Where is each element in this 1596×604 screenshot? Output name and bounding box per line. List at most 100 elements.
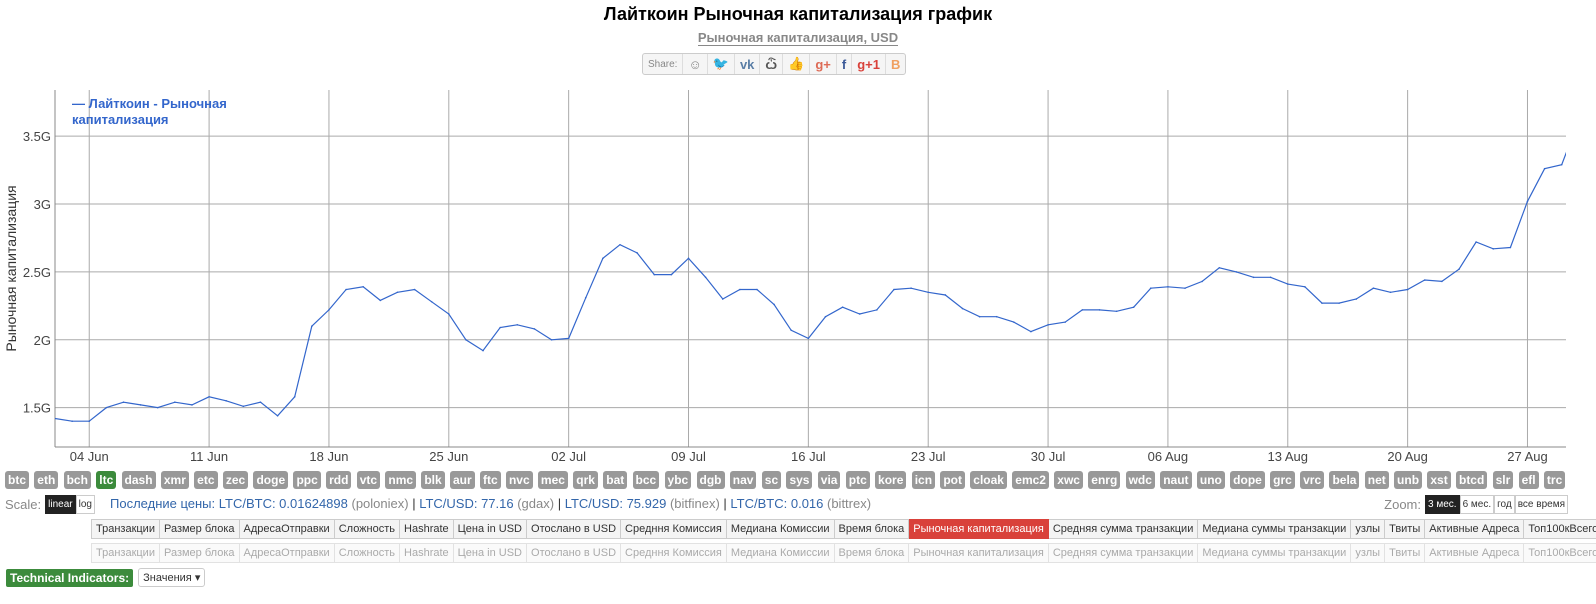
tab-цена-in-usd[interactable]: Цена in USD (453, 543, 528, 563)
coin-button-xst[interactable]: xst (1427, 471, 1451, 489)
coin-button-doge[interactable]: doge (253, 471, 289, 489)
tab-медиана-комиссии[interactable]: Медиана Комиссии (726, 519, 835, 539)
coin-button-btcd[interactable]: btcd (1455, 471, 1488, 489)
coin-button-xmr[interactable]: xmr (160, 471, 189, 489)
coin-button-wdc[interactable]: wdc (1125, 471, 1155, 489)
legend-item[interactable]: — Лайткоин - Рыночная капитализация (72, 96, 272, 128)
coin-button-uno[interactable]: uno (1196, 471, 1225, 489)
tab-медиана-суммы-транзакции[interactable]: Медиана суммы транзакции (1198, 543, 1352, 563)
subtitle-link[interactable]: Рыночная капитализация, USD (697, 30, 899, 46)
coin-button-efl[interactable]: efl (1518, 471, 1539, 489)
coin-button-grc[interactable]: grc (1270, 471, 1295, 489)
tab-транзакции[interactable]: Транзакции (91, 519, 160, 539)
coin-button-naut[interactable]: naut (1160, 471, 1192, 489)
chart-subtitle[interactable]: Рыночная капитализация, USD (0, 29, 1596, 47)
coin-button-pot[interactable]: pot (940, 471, 965, 489)
google-plus-one-icon[interactable]: g+1 (851, 54, 885, 74)
tab-средняя-сумма-транзакции[interactable]: Средняя сумма транзакции (1048, 519, 1199, 539)
coin-button-net[interactable]: net (1364, 471, 1389, 489)
google-plus-icon[interactable]: g+ (809, 54, 836, 74)
vk-icon[interactable]: vk (733, 54, 759, 74)
tab-активные-адреса[interactable]: Активные Адреса (1425, 519, 1525, 539)
tab-hashrate[interactable]: Hashrate (400, 543, 454, 563)
coin-button-qrk[interactable]: qrk (573, 471, 598, 489)
coin-button-enrg[interactable]: enrg (1088, 471, 1121, 489)
coin-button-ftc[interactable]: ftc (479, 471, 501, 489)
reddit-icon[interactable]: ☺ (682, 54, 706, 74)
coin-button-rdd[interactable]: rdd (326, 471, 352, 489)
tab-время-блока[interactable]: Время блока (834, 519, 910, 539)
coin-button-ppc[interactable]: ppc (293, 471, 321, 489)
tab-hashrate[interactable]: Hashrate (400, 519, 454, 539)
coin-button-eth[interactable]: eth (34, 471, 59, 489)
tab-транзакции[interactable]: Транзакции (91, 543, 160, 563)
coin-button-unb[interactable]: unb (1394, 471, 1423, 489)
tab-узлы[interactable]: узлы (1351, 519, 1386, 539)
tab-рыночная-капитализация[interactable]: Рыночная капитализация (909, 519, 1049, 539)
coin-button-blk[interactable]: blk (421, 471, 445, 489)
coin-button-xwc[interactable]: xwc (1054, 471, 1083, 489)
tab-средння-комиссия[interactable]: Средння Комиссия (621, 519, 727, 539)
tab-топ100квсего[interactable]: Топ100кВсего (1524, 519, 1596, 539)
tab-твиты[interactable]: Твиты (1385, 519, 1426, 539)
tab-средняя-сумма-транзакции[interactable]: Средняя сумма транзакции (1048, 543, 1199, 563)
tab-размер-блока[interactable]: Размер блока (159, 519, 240, 539)
coin-button-cloak[interactable]: cloak (970, 471, 1007, 489)
tab-время-блока[interactable]: Время блока (834, 543, 910, 563)
blogger-icon[interactable]: B (884, 54, 905, 74)
tab-сложность[interactable]: Сложность (334, 543, 401, 563)
coin-button-vtc[interactable]: vtc (356, 471, 381, 489)
coin-button-icn[interactable]: icn (911, 471, 936, 489)
facebook-icon[interactable]: f (835, 54, 851, 74)
coin-button-emc2[interactable]: emc2 (1012, 471, 1049, 489)
tab-цена-in-usd[interactable]: Цена in USD (453, 519, 528, 539)
tab-узлы[interactable]: узлы (1351, 543, 1386, 563)
coin-button-ptc[interactable]: ptc (845, 471, 870, 489)
coin-button-zec[interactable]: zec (222, 471, 249, 489)
coin-button-slr[interactable]: slr (1492, 471, 1514, 489)
coin-button-ybc[interactable]: ybc (664, 471, 692, 489)
tab-средння-комиссия[interactable]: Средння Комиссия (621, 543, 727, 563)
coin-button-mec[interactable]: mec (537, 471, 568, 489)
coin-button-bela[interactable]: bela (1329, 471, 1360, 489)
coin-button-sys[interactable]: sys (786, 471, 813, 489)
coin-button-btc[interactable]: btc (5, 471, 29, 489)
coin-button-via[interactable]: via (817, 471, 841, 489)
weibo-icon[interactable]: ѽ (759, 54, 782, 74)
coin-button-trc[interactable]: trc (1543, 471, 1566, 489)
tab-размер-блока[interactable]: Размер блока (159, 543, 240, 563)
tab-топ100квсего[interactable]: Топ100кВсего (1524, 543, 1596, 563)
zoom-option-button[interactable]: 6 мес. (1459, 495, 1495, 514)
coin-button-aur[interactable]: aur (449, 471, 475, 489)
tab-активные-адреса[interactable]: Активные Адреса (1425, 543, 1525, 563)
tab-отослано-в-usd[interactable]: Отослано в USD (527, 519, 622, 539)
tab-адресаотправки[interactable]: АдресаОтправки (239, 543, 335, 563)
zoom-option-button[interactable]: все время (1514, 495, 1568, 514)
zoom-option-button[interactable]: год (1494, 495, 1515, 514)
indicator-select[interactable]: Значения ▾ (138, 568, 206, 587)
coin-button-kore[interactable]: kore (875, 471, 907, 489)
tab-твиты[interactable]: Твиты (1385, 543, 1426, 563)
coin-button-nvc[interactable]: nvc (505, 471, 533, 489)
like-icon[interactable]: 👍 (782, 54, 809, 74)
scale-log-button[interactable]: log (75, 495, 95, 514)
coin-button-etc[interactable]: etc (194, 471, 218, 489)
coin-button-sc[interactable]: sc (761, 471, 782, 489)
coin-button-bat[interactable]: bat (603, 471, 628, 489)
coin-button-nmc[interactable]: nmc (385, 471, 417, 489)
scale-linear-button[interactable]: linear (45, 495, 76, 514)
coin-button-dope[interactable]: dope (1230, 471, 1265, 489)
coin-button-ltc[interactable]: ltc (96, 471, 117, 489)
coin-button-bch[interactable]: bch (63, 471, 91, 489)
twitter-icon[interactable]: 🐦 (706, 54, 734, 74)
zoom-option-button[interactable]: 3 мес. (1425, 495, 1460, 514)
coin-button-dash[interactable]: dash (121, 471, 156, 489)
coin-button-vrc[interactable]: vrc (1300, 471, 1325, 489)
tab-отослано-в-usd[interactable]: Отослано в USD (527, 543, 622, 563)
coin-button-nav[interactable]: nav (729, 471, 757, 489)
coin-button-dgb[interactable]: dgb (696, 471, 725, 489)
tab-медиана-суммы-транзакции[interactable]: Медиана суммы транзакции (1198, 519, 1352, 539)
tab-сложность[interactable]: Сложность (334, 519, 401, 539)
coin-button-bcc[interactable]: bcc (632, 471, 660, 489)
tab-адресаотправки[interactable]: АдресаОтправки (239, 519, 335, 539)
